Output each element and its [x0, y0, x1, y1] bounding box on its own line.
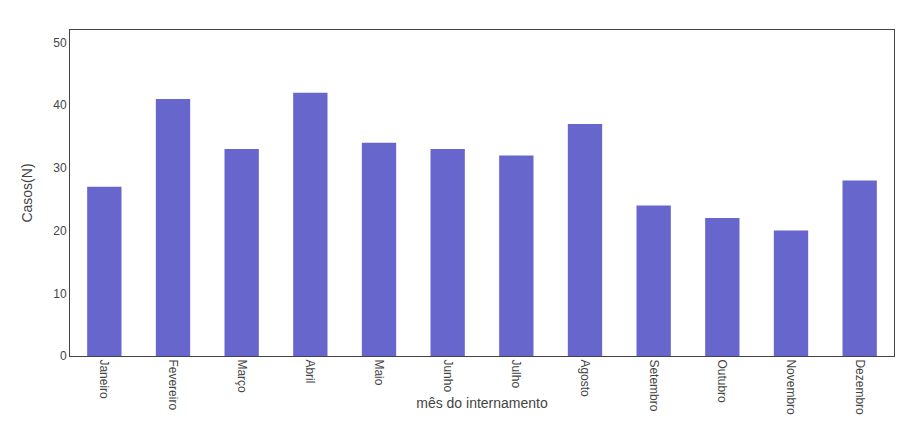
- svg-text:0: 0: [60, 349, 67, 363]
- svg-text:20: 20: [53, 224, 67, 238]
- svg-text:Março: Março: [235, 359, 249, 393]
- svg-text:50: 50: [53, 36, 67, 50]
- svg-text:Fevereiro: Fevereiro: [166, 359, 180, 410]
- svg-text:Junho: Junho: [441, 359, 455, 392]
- svg-text:40: 40: [53, 98, 67, 112]
- svg-text:Abril: Abril: [303, 359, 317, 383]
- svg-text:Dezembro: Dezembro: [853, 359, 867, 415]
- svg-text:Julho: Julho: [509, 359, 523, 388]
- svg-text:Janeiro: Janeiro: [97, 359, 111, 399]
- svg-text:Agosto: Agosto: [578, 359, 592, 397]
- svg-text:mês do internamento: mês do internamento: [416, 395, 548, 411]
- svg-text:Outubro: Outubro: [715, 359, 729, 403]
- svg-text:10: 10: [53, 287, 67, 301]
- svg-text:Maio: Maio: [372, 359, 386, 385]
- svg-text:30: 30: [53, 161, 67, 175]
- svg-text:Novembro: Novembro: [784, 359, 798, 415]
- svg-text:Casos(N): Casos(N): [19, 163, 35, 222]
- svg-text:Setembro: Setembro: [647, 359, 661, 411]
